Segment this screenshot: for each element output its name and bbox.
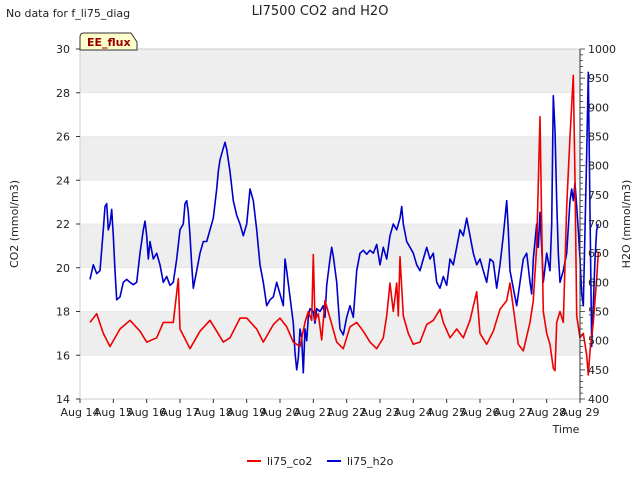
x-tick-label: Aug 25	[427, 406, 466, 419]
x-tick-label: Aug 21	[294, 406, 333, 419]
y-right-tick-label: 400	[588, 393, 609, 406]
y-right-tick-label: 900	[588, 101, 609, 114]
gridlines	[80, 48, 580, 400]
y-left-tick-label: 30	[56, 43, 70, 56]
x-tick-label: Aug 18	[194, 406, 233, 419]
y-left-tick-label: 20	[56, 262, 70, 275]
x-tick-label: Aug 29	[561, 406, 600, 419]
y-axis-right-label: H2O (mmol/m3)	[620, 180, 633, 269]
x-axis-label: Time	[552, 423, 580, 436]
x-tick-label: Aug 16	[127, 406, 166, 419]
x-tick-label: Aug 26	[461, 406, 500, 419]
y-right-tick-label: 550	[588, 306, 609, 319]
y-right-tick-label: 750	[588, 189, 609, 202]
y-right-tick-label: 950	[588, 72, 609, 85]
x-tick-label: Aug 23	[361, 406, 400, 419]
chart-title: LI7500 CO2 and H2O	[252, 4, 389, 19]
x-tick-label: Aug 14	[61, 406, 100, 419]
y-right-tick-label: 1000	[588, 43, 616, 56]
y-left-tick-label: 24	[56, 174, 70, 187]
y-left-tick-label: 28	[56, 87, 70, 100]
badge-label: EE_flux	[87, 36, 131, 49]
y-axis-left-label: CO2 (mmol/m3)	[8, 180, 21, 268]
x-tick-label: Aug 28	[527, 406, 566, 419]
y-left-tick-label: 22	[56, 218, 70, 231]
y-right-tick-label: 600	[588, 276, 609, 289]
legend-label-co2: li75_co2	[267, 455, 312, 468]
x-tick-label: Aug 19	[227, 406, 266, 419]
background-bands	[80, 49, 580, 356]
y-left-tick-label: 26	[56, 131, 70, 144]
legend: li75_co2 li75_h2o	[247, 455, 394, 468]
y-left-tick-label: 14	[56, 393, 70, 406]
background-band	[80, 136, 580, 181]
y-right-tick-label: 650	[588, 247, 609, 260]
right-axis-ticks: 400 450 500 550 600 650 700 750 800 850 900 950 1000	[579, 43, 616, 406]
y-right-tick-label: 450	[588, 364, 609, 377]
background-band	[80, 49, 580, 93]
y-right-tick-label: 850	[588, 131, 609, 144]
y-left-tick-label: 16	[56, 349, 70, 362]
left-axis-ticks: 14 16 18 20 22 24 26 28 30	[56, 43, 80, 406]
x-tick-label: Aug 24	[394, 406, 433, 419]
series-layer	[89, 71, 600, 376]
ee-flux-badge: EE_flux	[79, 32, 138, 51]
x-tick-label: Aug 27	[494, 406, 533, 419]
badge-shape	[79, 32, 138, 51]
y-right-tick-label: 800	[588, 160, 609, 173]
x-tick-label: Aug 17	[161, 406, 200, 419]
series-line-li75_h2o	[89, 71, 600, 374]
corner-note: No data for f_li75_diag	[6, 7, 130, 20]
x-tick-label: Aug 15	[94, 406, 133, 419]
x-tick-label: Aug 20	[261, 406, 300, 419]
series-line-li75_co2	[89, 74, 600, 376]
y-right-tick-label: 500	[588, 335, 609, 348]
x-tick-label: Aug 22	[327, 406, 366, 419]
y-left-tick-label: 18	[56, 306, 70, 319]
y-right-tick-label: 700	[588, 218, 609, 231]
legend-label-h2o: li75_h2o	[347, 455, 394, 468]
